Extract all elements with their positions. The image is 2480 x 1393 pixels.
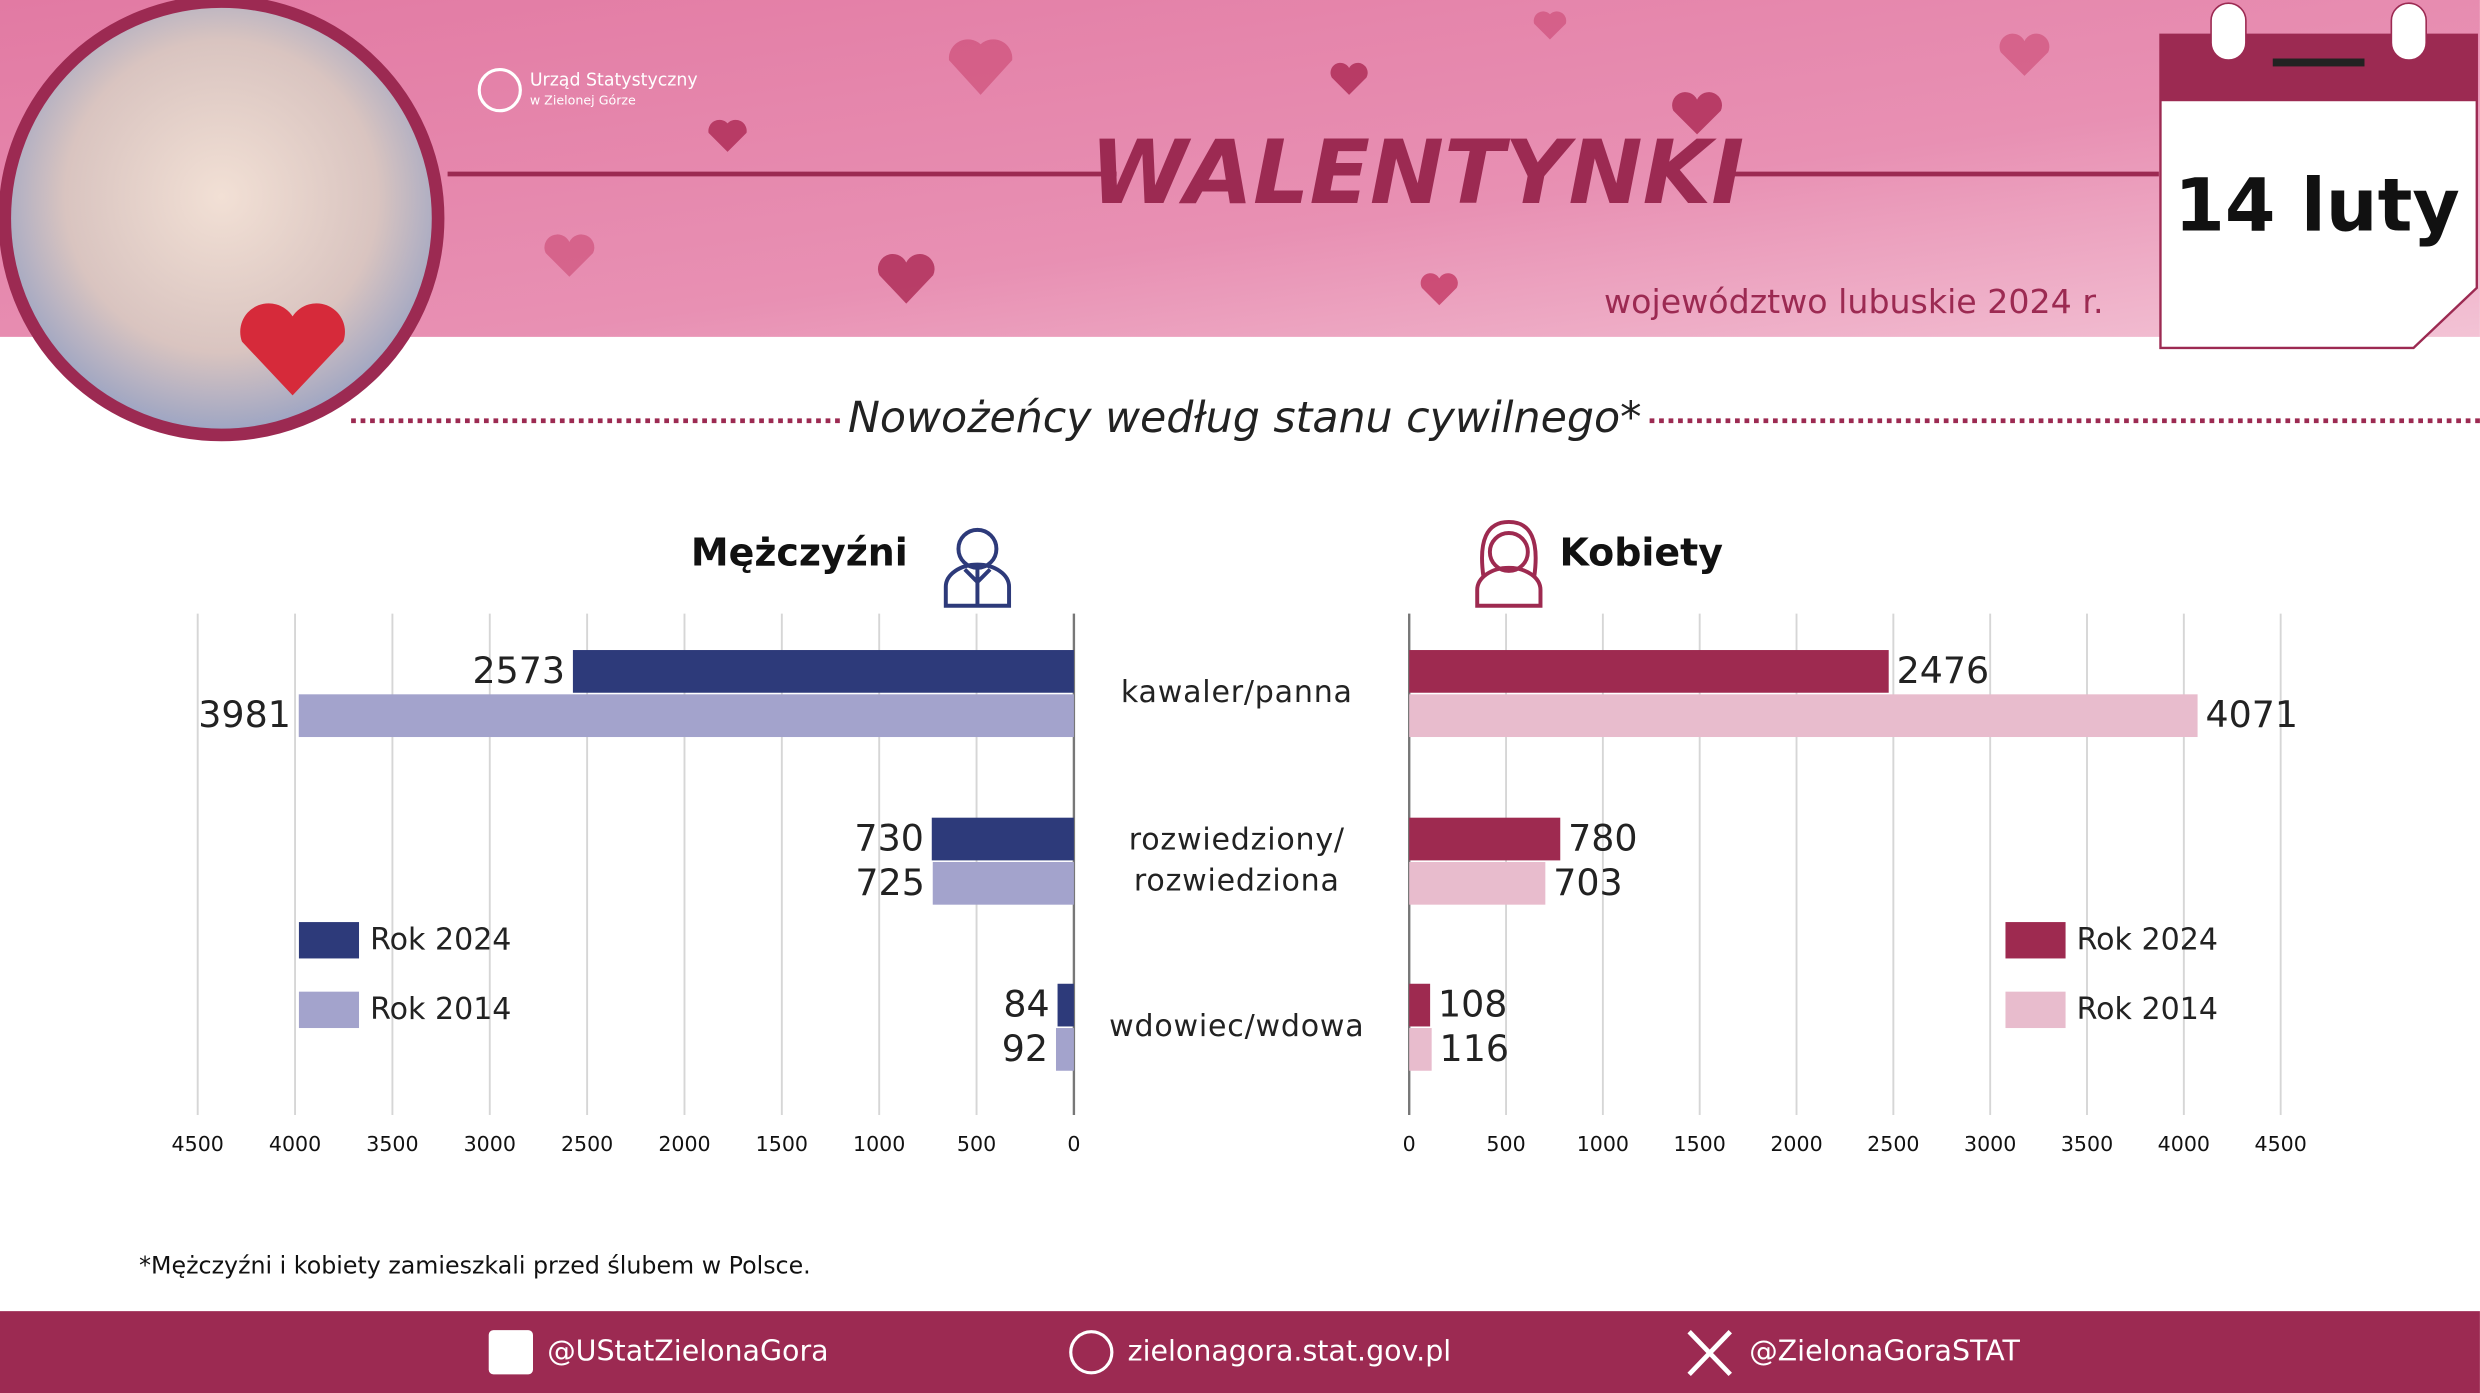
bar	[1409, 817, 1561, 861]
x-tick-label: 3500	[2061, 1132, 2113, 1156]
value-label: 92	[1002, 1027, 1048, 1070]
value-label: 116	[1440, 1027, 1509, 1070]
bar	[1409, 983, 1431, 1027]
calendar-ring	[2210, 2, 2247, 61]
x-icon	[1687, 1330, 1732, 1377]
value-label: 2476	[1897, 649, 1990, 692]
value-label: 703	[1553, 861, 1622, 904]
x-tick-label: 3500	[366, 1132, 418, 1156]
x-tick-label: 1500	[1674, 1132, 1726, 1156]
value-label: 725	[855, 861, 924, 904]
web-icon	[1069, 1330, 1114, 1375]
x-tick-label: 0	[1403, 1132, 1416, 1156]
bar	[1055, 1028, 1074, 1071]
logo-text: w Zielonej Górze	[530, 93, 636, 108]
title: WALENTYNKI	[1090, 121, 1744, 224]
x-tick-label: 2000	[1770, 1132, 1822, 1156]
bar	[932, 861, 1074, 905]
legend-label: Rok 2014	[2077, 992, 2218, 1027]
x-tick-label: 500	[1486, 1132, 1525, 1156]
photo	[0, 0, 445, 442]
value-label: 780	[1568, 817, 1637, 860]
x-tick-label: 0	[1067, 1132, 1080, 1156]
legend-label: Rok 2024	[370, 923, 511, 958]
footer-band	[0, 1311, 2480, 1393]
value-label: 84	[1003, 983, 1049, 1026]
photo-heart	[240, 303, 345, 396]
footer-facebook: @UStatZielonaGora	[547, 1334, 828, 1367]
man-icon	[943, 527, 1012, 608]
x-tick-label: 500	[957, 1132, 996, 1156]
bar	[1409, 861, 1546, 905]
bar	[298, 694, 1074, 738]
bar	[1409, 1028, 1432, 1071]
legend-swatch	[2005, 922, 2066, 959]
x-tick-label: 2000	[658, 1132, 710, 1156]
x-tick-label: 4000	[269, 1132, 321, 1156]
category-label: wdowiec/wdowa	[1109, 1009, 1365, 1044]
hearts	[544, 11, 2050, 306]
category-label: rozwiedziony/ rozwiedziona	[1128, 822, 1345, 899]
facebook-icon	[488, 1330, 533, 1375]
chart-title: Kobiety	[1559, 531, 1723, 575]
bar	[572, 650, 1074, 693]
bar	[1409, 694, 2198, 738]
calendar-date: 14 luty	[2174, 163, 2460, 248]
x-tick-label: 1500	[756, 1132, 808, 1156]
logo-icon	[477, 68, 522, 113]
chart-title: Mężczyźni	[691, 531, 908, 575]
x-tick-label: 1000	[853, 1132, 905, 1156]
value-label: 108	[1438, 983, 1507, 1026]
x-tick-label: 3000	[464, 1132, 516, 1156]
bar	[1057, 983, 1074, 1027]
bar	[1409, 650, 1889, 693]
subtitle: województwo lubuskie 2024 r.	[1604, 282, 2103, 321]
legend-label: Rok 2014	[370, 992, 511, 1027]
x-tick-label: 2500	[561, 1132, 613, 1156]
legend-swatch	[298, 922, 360, 959]
x-tick-label: 4000	[2158, 1132, 2210, 1156]
legend-swatch	[298, 991, 360, 1029]
value-label: 3981	[198, 693, 291, 736]
value-label: 730	[854, 817, 923, 860]
footer-x: @ZielonaGoraSTAT	[1749, 1334, 2020, 1367]
x-tick-label: 3000	[1964, 1132, 2016, 1156]
value-label: 4071	[2205, 693, 2298, 736]
charts: Mężczyźni 4500 4000 3500 3000 2500 2000 1500 100…	[172, 531, 2307, 1156]
x-tick-label: 2500	[1867, 1132, 1919, 1156]
legend-swatch	[2005, 991, 2066, 1029]
section-title: Nowożeńcy według stanu cywilnego*	[848, 393, 1641, 443]
value-label: 2573	[472, 649, 565, 692]
logo-text: Urząd Statystyczny	[530, 71, 698, 91]
x-tick-label: 4500	[172, 1132, 224, 1156]
calendar-top	[2160, 34, 2477, 102]
legend-label: Rok 2024	[2077, 923, 2218, 958]
x-tick-label: 4500	[2255, 1132, 2307, 1156]
calendar-bar	[2272, 58, 2365, 67]
woman-icon	[1475, 519, 1543, 608]
x-tick-label: 1000	[1577, 1132, 1629, 1156]
footnote: *Mężczyźni i kobiety zamieszkali przed ś…	[139, 1251, 811, 1279]
calendar-ring	[2390, 2, 2427, 61]
bar	[931, 817, 1074, 861]
category-label: kawaler/panna	[1120, 675, 1353, 711]
footer-website: zielonagora.stat.gov.pl	[1128, 1334, 1452, 1367]
